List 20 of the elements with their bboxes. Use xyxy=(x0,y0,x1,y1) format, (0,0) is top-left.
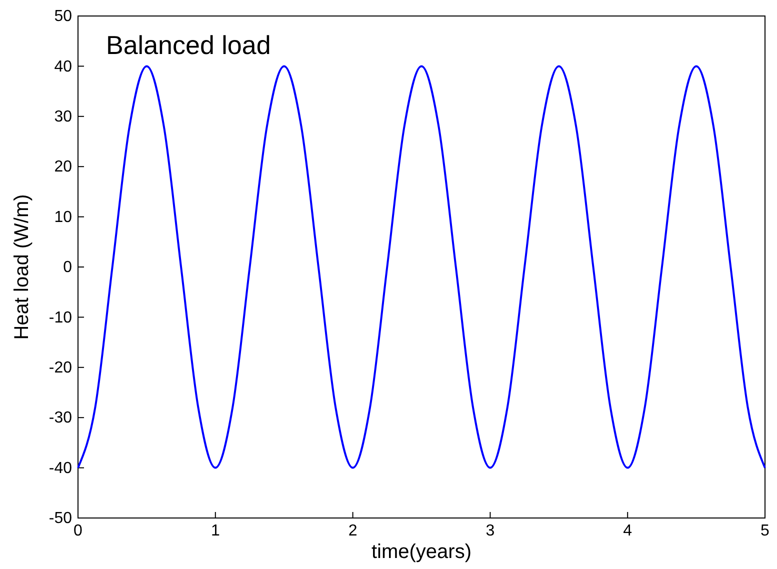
y-tick-label: 0 xyxy=(63,259,72,276)
x-tick-label: 1 xyxy=(210,522,220,540)
annotation: Balanced load xyxy=(106,30,271,60)
x-tick-label: 4 xyxy=(623,522,632,540)
y-tick-label: 10 xyxy=(54,208,72,226)
y-tick-label: 50 xyxy=(54,8,72,26)
x-tick-label: 5 xyxy=(760,522,770,540)
y-axis-title: Heat load (W/m) xyxy=(11,194,33,340)
y-tick-label: 40 xyxy=(54,58,72,76)
y-tick-label: -50 xyxy=(48,510,72,528)
line-series xyxy=(77,65,766,469)
y-tick-label: 20 xyxy=(54,158,72,176)
y-tick-label: -10 xyxy=(48,309,72,326)
x-tick-label: 2 xyxy=(348,522,358,540)
y-tick-label: 30 xyxy=(54,108,72,126)
y-tick-label: -20 xyxy=(48,360,72,377)
x-axis-title: time(years) xyxy=(371,541,472,563)
x-tick-label: 3 xyxy=(486,522,495,540)
y-tick-label: -30 xyxy=(48,410,72,427)
y-tick-label: -40 xyxy=(48,460,72,477)
